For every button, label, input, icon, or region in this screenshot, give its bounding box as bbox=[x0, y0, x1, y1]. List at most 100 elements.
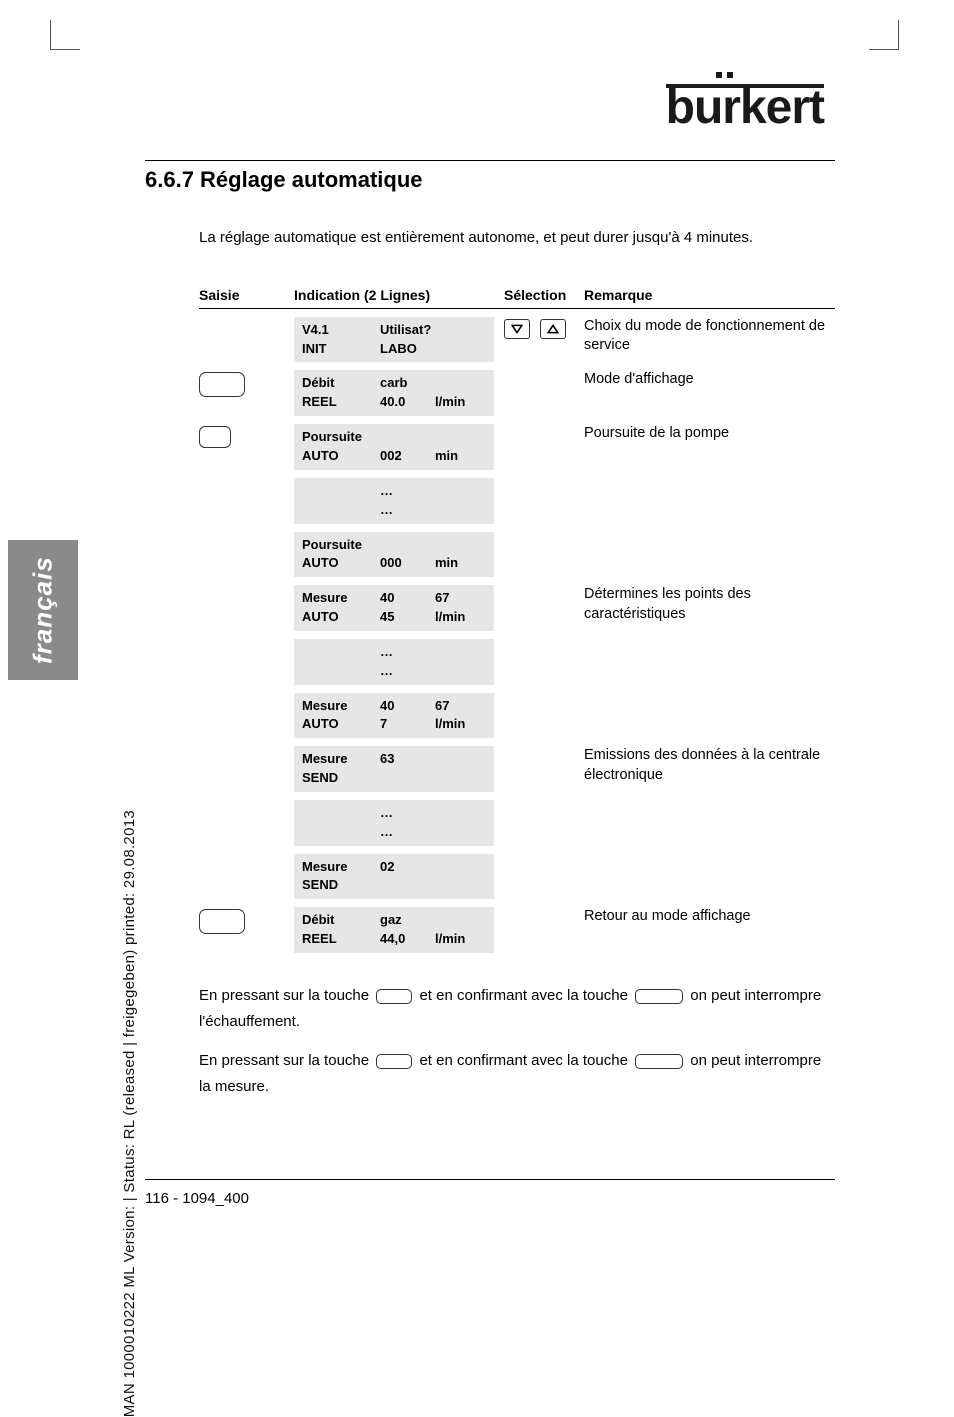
cell-selection bbox=[504, 585, 584, 631]
cell-indication: Mesure 63SEND bbox=[294, 746, 504, 792]
indication-cell: 02 bbox=[380, 858, 435, 877]
button-icon-inline bbox=[376, 989, 412, 1004]
cell-saisie bbox=[199, 800, 294, 846]
cell-remarque bbox=[584, 532, 835, 578]
cell-selection bbox=[504, 478, 584, 524]
indication-box: …… bbox=[294, 639, 494, 685]
cell-remarque bbox=[584, 693, 835, 739]
cell-saisie bbox=[199, 532, 294, 578]
indication-cell bbox=[435, 428, 486, 447]
indication-cell: 44,0 bbox=[380, 930, 435, 949]
indication-cell: 63 bbox=[380, 750, 435, 769]
indication-cell bbox=[435, 823, 486, 842]
button-icon-inline-wide bbox=[635, 989, 683, 1004]
cell-selection bbox=[504, 746, 584, 792]
indication-cell bbox=[380, 428, 435, 447]
section-heading: 6.6.7 Réglage automatique bbox=[145, 160, 835, 193]
indication-cell: LABO bbox=[380, 340, 435, 359]
cell-saisie bbox=[199, 907, 294, 953]
indication-cell: … bbox=[380, 482, 435, 501]
header-selection: Sélection bbox=[504, 287, 584, 303]
indication-cell: INIT bbox=[302, 340, 380, 359]
indication-box: Mesure 02SEND bbox=[294, 854, 494, 900]
note-1: En pressant sur la touche et en confirma… bbox=[199, 983, 835, 1034]
cell-saisie bbox=[199, 317, 294, 363]
indication-cell: gaz bbox=[380, 911, 435, 930]
indication-cell: 67 bbox=[435, 589, 486, 608]
indication-cell: SEND bbox=[302, 769, 380, 788]
crop-mark-top-left bbox=[50, 20, 80, 50]
indication-cell bbox=[435, 911, 486, 930]
crop-mark-top-right bbox=[869, 20, 899, 50]
logo-text: burkert bbox=[666, 81, 824, 134]
cell-selection bbox=[504, 370, 584, 416]
note-1-part-b: et en confirmant avec la touche bbox=[419, 987, 627, 1004]
indication-cell: 45 bbox=[380, 608, 435, 627]
button-icon bbox=[199, 372, 245, 397]
table-row: …… bbox=[199, 800, 835, 846]
header-indication: Indication (2 Lignes) bbox=[294, 287, 504, 303]
cell-selection bbox=[504, 693, 584, 739]
cell-indication: Mesure 4067AUTO 7l/min bbox=[294, 693, 504, 739]
cell-saisie bbox=[199, 854, 294, 900]
cell-remarque: Choix du mode de fonctionnement de servi… bbox=[584, 317, 835, 363]
indication-cell bbox=[435, 374, 486, 393]
table-row: Mesure 4067AUTO 45l/minDétermines les po… bbox=[199, 585, 835, 631]
indication-cell: Utilisat? bbox=[380, 321, 435, 340]
indication-cell bbox=[302, 501, 380, 520]
button-icon-inline-wide bbox=[635, 1054, 683, 1069]
indication-cell: 40.0 bbox=[380, 393, 435, 412]
indication-cell bbox=[302, 643, 380, 662]
cell-remarque: Retour au mode affichage bbox=[584, 907, 835, 953]
cell-indication: Mesure 02SEND bbox=[294, 854, 504, 900]
indication-cell: Mesure bbox=[302, 589, 380, 608]
cell-saisie bbox=[199, 478, 294, 524]
indication-cell: 000 bbox=[380, 554, 435, 573]
table-row: Mesure 4067AUTO 7l/min bbox=[199, 693, 835, 739]
indication-cell: … bbox=[380, 804, 435, 823]
indication-cell: AUTO bbox=[302, 554, 380, 573]
cell-indication: DébitcarbREEL40.0l/min bbox=[294, 370, 504, 416]
cell-selection bbox=[504, 800, 584, 846]
indication-cell bbox=[435, 501, 486, 520]
note-2-part-a: En pressant sur la touche bbox=[199, 1052, 369, 1069]
header-remarque: Remarque bbox=[584, 287, 835, 303]
indication-cell bbox=[435, 750, 486, 769]
cell-selection bbox=[504, 639, 584, 685]
indication-cell: Poursuite bbox=[302, 536, 380, 555]
indication-box: V4.1Utilisat?INITLABO bbox=[294, 317, 494, 363]
cell-remarque bbox=[584, 639, 835, 685]
indication-cell: SEND bbox=[302, 876, 380, 895]
cell-saisie bbox=[199, 585, 294, 631]
indication-cell: carb bbox=[380, 374, 435, 393]
note-1-part-a: En pressant sur la touche bbox=[199, 987, 369, 1004]
intro-paragraph: La réglage automatique est entièrement a… bbox=[199, 227, 835, 249]
table-row: …… bbox=[199, 639, 835, 685]
indication-cell: 002 bbox=[380, 447, 435, 466]
cell-remarque: Mode d'affichage bbox=[584, 370, 835, 416]
indication-cell: … bbox=[380, 662, 435, 681]
indication-cell: Mesure bbox=[302, 750, 380, 769]
indication-cell bbox=[435, 321, 486, 340]
indication-cell bbox=[435, 769, 486, 788]
indication-cell: AUTO bbox=[302, 715, 380, 734]
cell-indication: DébitgazREEL44,0l/min bbox=[294, 907, 504, 953]
table-row: Mesure 02SEND bbox=[199, 854, 835, 900]
table-row: …… bbox=[199, 478, 835, 524]
indication-cell bbox=[302, 823, 380, 842]
indication-cell bbox=[435, 804, 486, 823]
indication-cell: AUTO bbox=[302, 608, 380, 627]
footer-notes: En pressant sur la touche et en confirma… bbox=[199, 983, 835, 1099]
indication-cell: 67 bbox=[435, 697, 486, 716]
table-row: PoursuiteAUTO002minPoursuite de la pompe bbox=[199, 424, 835, 470]
indication-cell bbox=[435, 643, 486, 662]
table-header-row: Saisie Indication (2 Lignes) Sélection R… bbox=[199, 287, 835, 309]
note-2: En pressant sur la touche et en confirma… bbox=[199, 1048, 835, 1099]
cell-selection bbox=[504, 424, 584, 470]
indication-cell: … bbox=[380, 823, 435, 842]
button-icon bbox=[199, 909, 245, 934]
indication-box: …… bbox=[294, 478, 494, 524]
cell-indication: PoursuiteAUTO000min bbox=[294, 532, 504, 578]
cell-selection bbox=[504, 317, 584, 363]
indication-cell: … bbox=[380, 643, 435, 662]
